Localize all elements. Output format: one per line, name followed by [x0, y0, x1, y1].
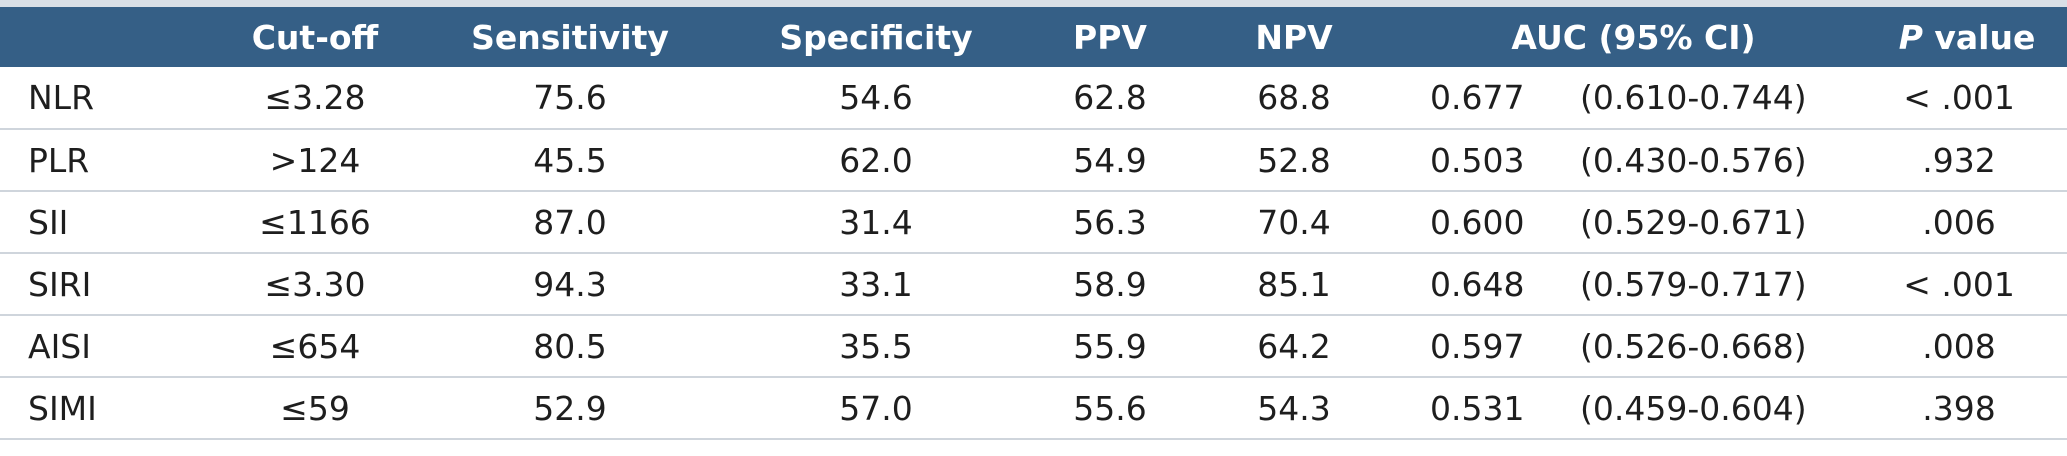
cell-specificity: 62.0: [720, 129, 1032, 192]
header-row: Cut-off Sensitivity Specificity PPV NPV …: [0, 7, 2067, 67]
results-table: Cut-off Sensitivity Specificity PPV NPV …: [0, 7, 2067, 440]
header-specificity: Specificity: [779, 17, 973, 57]
table-header: Cut-off Sensitivity Specificity PPV NPV …: [0, 7, 2067, 67]
cell-marker: AISI: [0, 315, 210, 378]
table-row: SIRI ≤3.30 94.3 33.1 58.9 85.1 0.648 (0.579-0.7…: [0, 253, 2067, 316]
cell-specificity: 57.0: [720, 377, 1032, 440]
table-row: NLR ≤3.28 75.6 54.6 62.8 68.8 0.677 (0.610-0.74…: [0, 67, 2067, 130]
cell-marker: SIRI: [0, 253, 210, 316]
cell-sensitivity: 75.6: [420, 67, 720, 130]
table-row: PLR >124 45.5 62.0 54.9 52.8 0.503 (0.430-0.576…: [0, 129, 2067, 192]
cell-ppv: 55.6: [1032, 377, 1188, 440]
cell-cutoff: ≤3.28: [210, 67, 420, 130]
cell-cutoff: ≤1166: [210, 191, 420, 254]
cell-specificity: 33.1: [720, 253, 1032, 316]
cell-cutoff: ≤59: [210, 377, 420, 440]
cell-specificity: 35.5: [720, 315, 1032, 378]
header-stub: [0, 7, 210, 67]
cell-cutoff: >124: [210, 129, 420, 192]
cell-npv: 52.8: [1188, 129, 1400, 192]
header-ppv: PPV: [1073, 17, 1147, 57]
cell-marker: SIMI: [0, 377, 210, 440]
cell-sensitivity: 80.5: [420, 315, 720, 378]
cell-p-value: .398: [1867, 377, 2067, 440]
table-body: NLR ≤3.28 75.6 54.6 62.8 68.8 0.677 (0.610-0.74…: [0, 67, 2067, 440]
header-p-value: P value: [1867, 7, 2067, 67]
top-rule: [0, 0, 2067, 7]
cell-marker: SII: [0, 191, 210, 254]
header-p-rest: value: [1922, 17, 2036, 57]
cell-sensitivity: 45.5: [420, 129, 720, 192]
header-cutoff: Cut-off: [251, 17, 379, 57]
header-sensitivity: Sensitivity: [471, 17, 669, 57]
header-p-italic: P: [1898, 17, 1923, 57]
cell-ppv: 54.9: [1032, 129, 1188, 192]
cell-auc: 0.677: [1400, 67, 1570, 130]
cell-auc: 0.600: [1400, 191, 1570, 254]
cell-npv: 64.2: [1188, 315, 1400, 378]
cell-p-value: .008: [1867, 315, 2067, 378]
cell-sensitivity: 52.9: [420, 377, 720, 440]
cell-p-value: .006: [1867, 191, 2067, 254]
cell-npv: 70.4: [1188, 191, 1400, 254]
cell-auc-ci: (0.430-0.576): [1570, 129, 1868, 192]
cell-auc-ci: (0.529-0.671): [1570, 191, 1868, 254]
cell-p-value: < .001: [1867, 67, 2067, 130]
cell-npv: 54.3: [1188, 377, 1400, 440]
cell-specificity: 31.4: [720, 191, 1032, 254]
cell-ppv: 55.9: [1032, 315, 1188, 378]
cell-p-value: < .001: [1867, 253, 2067, 316]
cell-auc: 0.503: [1400, 129, 1570, 192]
cell-sensitivity: 87.0: [420, 191, 720, 254]
cell-sensitivity: 94.3: [420, 253, 720, 316]
cell-marker: NLR: [0, 67, 210, 130]
cell-cutoff: ≤654: [210, 315, 420, 378]
header-auc: AUC (95% CI): [1511, 17, 1756, 57]
cell-cutoff: ≤3.30: [210, 253, 420, 316]
table-row: SIMI ≤59 52.9 57.0 55.6 54.3 0.531 (0.459-0.604…: [0, 377, 2067, 440]
cell-ppv: 58.9: [1032, 253, 1188, 316]
cell-auc-ci: (0.579-0.717): [1570, 253, 1868, 316]
cell-specificity: 54.6: [720, 67, 1032, 130]
cell-npv: 85.1: [1188, 253, 1400, 316]
cell-auc: 0.597: [1400, 315, 1570, 378]
cell-ppv: 56.3: [1032, 191, 1188, 254]
cell-auc-ci: (0.610-0.744): [1570, 67, 1868, 130]
header-npv: NPV: [1255, 17, 1333, 57]
table-row: AISI ≤654 80.5 35.5 55.9 64.2 0.597 (0.526-0.66…: [0, 315, 2067, 378]
cell-ppv: 62.8: [1032, 67, 1188, 130]
cell-p-value: .932: [1867, 129, 2067, 192]
cell-npv: 68.8: [1188, 67, 1400, 130]
cell-auc-ci: (0.459-0.604): [1570, 377, 1868, 440]
cell-auc: 0.531: [1400, 377, 1570, 440]
cell-marker: PLR: [0, 129, 210, 192]
table-row: SII ≤1166 87.0 31.4 56.3 70.4 0.600 (0.529-0.67…: [0, 191, 2067, 254]
cell-auc-ci: (0.526-0.668): [1570, 315, 1868, 378]
cell-auc: 0.648: [1400, 253, 1570, 316]
